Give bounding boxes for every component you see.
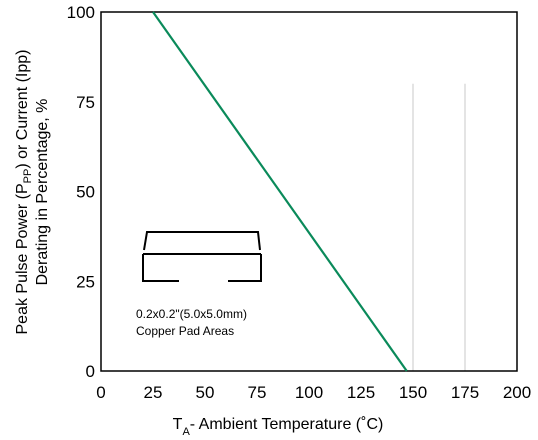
x-tick-label: 150 xyxy=(399,383,427,402)
x-axis-title: TA- Ambient Temperature (˚C) xyxy=(173,416,384,438)
x-axis-title-subscript: A xyxy=(182,426,190,438)
pad-top-outline xyxy=(143,231,261,251)
series-layer xyxy=(152,11,408,372)
y-axis-title-line2: Derating in Percentage, % xyxy=(34,99,51,286)
x-axis-title-rest: - Ambient Temperature (˚C) xyxy=(190,416,384,433)
plot-frame xyxy=(100,11,518,372)
x-tick-label: 25 xyxy=(144,383,163,402)
y-tick-label: 25 xyxy=(76,272,95,291)
pad-size-label: 0.2x0.2"(5.0x5.0mm) xyxy=(136,307,247,321)
y-axis-title-line1-sub: PP xyxy=(22,169,34,184)
x-axis-title-prefix: T xyxy=(173,416,183,433)
pad-right-bracket xyxy=(228,254,262,282)
y-tick-label: 0 xyxy=(86,362,95,381)
y-tick-label: 100 xyxy=(67,3,95,22)
y-axis-title-line1-post: ) or Current (Ipp) xyxy=(14,49,31,168)
x-tick-label: 75 xyxy=(248,383,267,402)
y-axis-title-line1: Peak Pulse Power (PPP) or Current (Ipp) xyxy=(14,49,34,334)
x-tick-label: 200 xyxy=(503,383,531,402)
derating-line-0 xyxy=(152,11,408,372)
y-axis-title-line1-pre: Peak Pulse Power (P xyxy=(14,183,31,334)
pad-diagram-background xyxy=(124,222,284,350)
pad-left-bracket xyxy=(142,254,179,282)
grid-lines xyxy=(412,83,466,371)
x-tick-label: 125 xyxy=(347,383,375,402)
y-tick-labels: 0 25 50 75 100 xyxy=(67,3,95,381)
x-tick-label: 50 xyxy=(196,383,215,402)
x-tick-label: 100 xyxy=(295,383,323,402)
x-tick-label: 0 xyxy=(96,383,105,402)
copper-pad-diagram: 0.2x0.2"(5.0x5.0mm) Copper Pad Areas xyxy=(124,222,284,350)
pad-area-label: Copper Pad Areas xyxy=(136,324,234,338)
y-tick-label: 50 xyxy=(76,183,95,202)
x-tick-label: 175 xyxy=(451,383,479,402)
y-tick-label: 75 xyxy=(76,93,95,112)
x-tick-labels: 0 25 50 75 100 125 150 175 200 xyxy=(96,383,531,402)
